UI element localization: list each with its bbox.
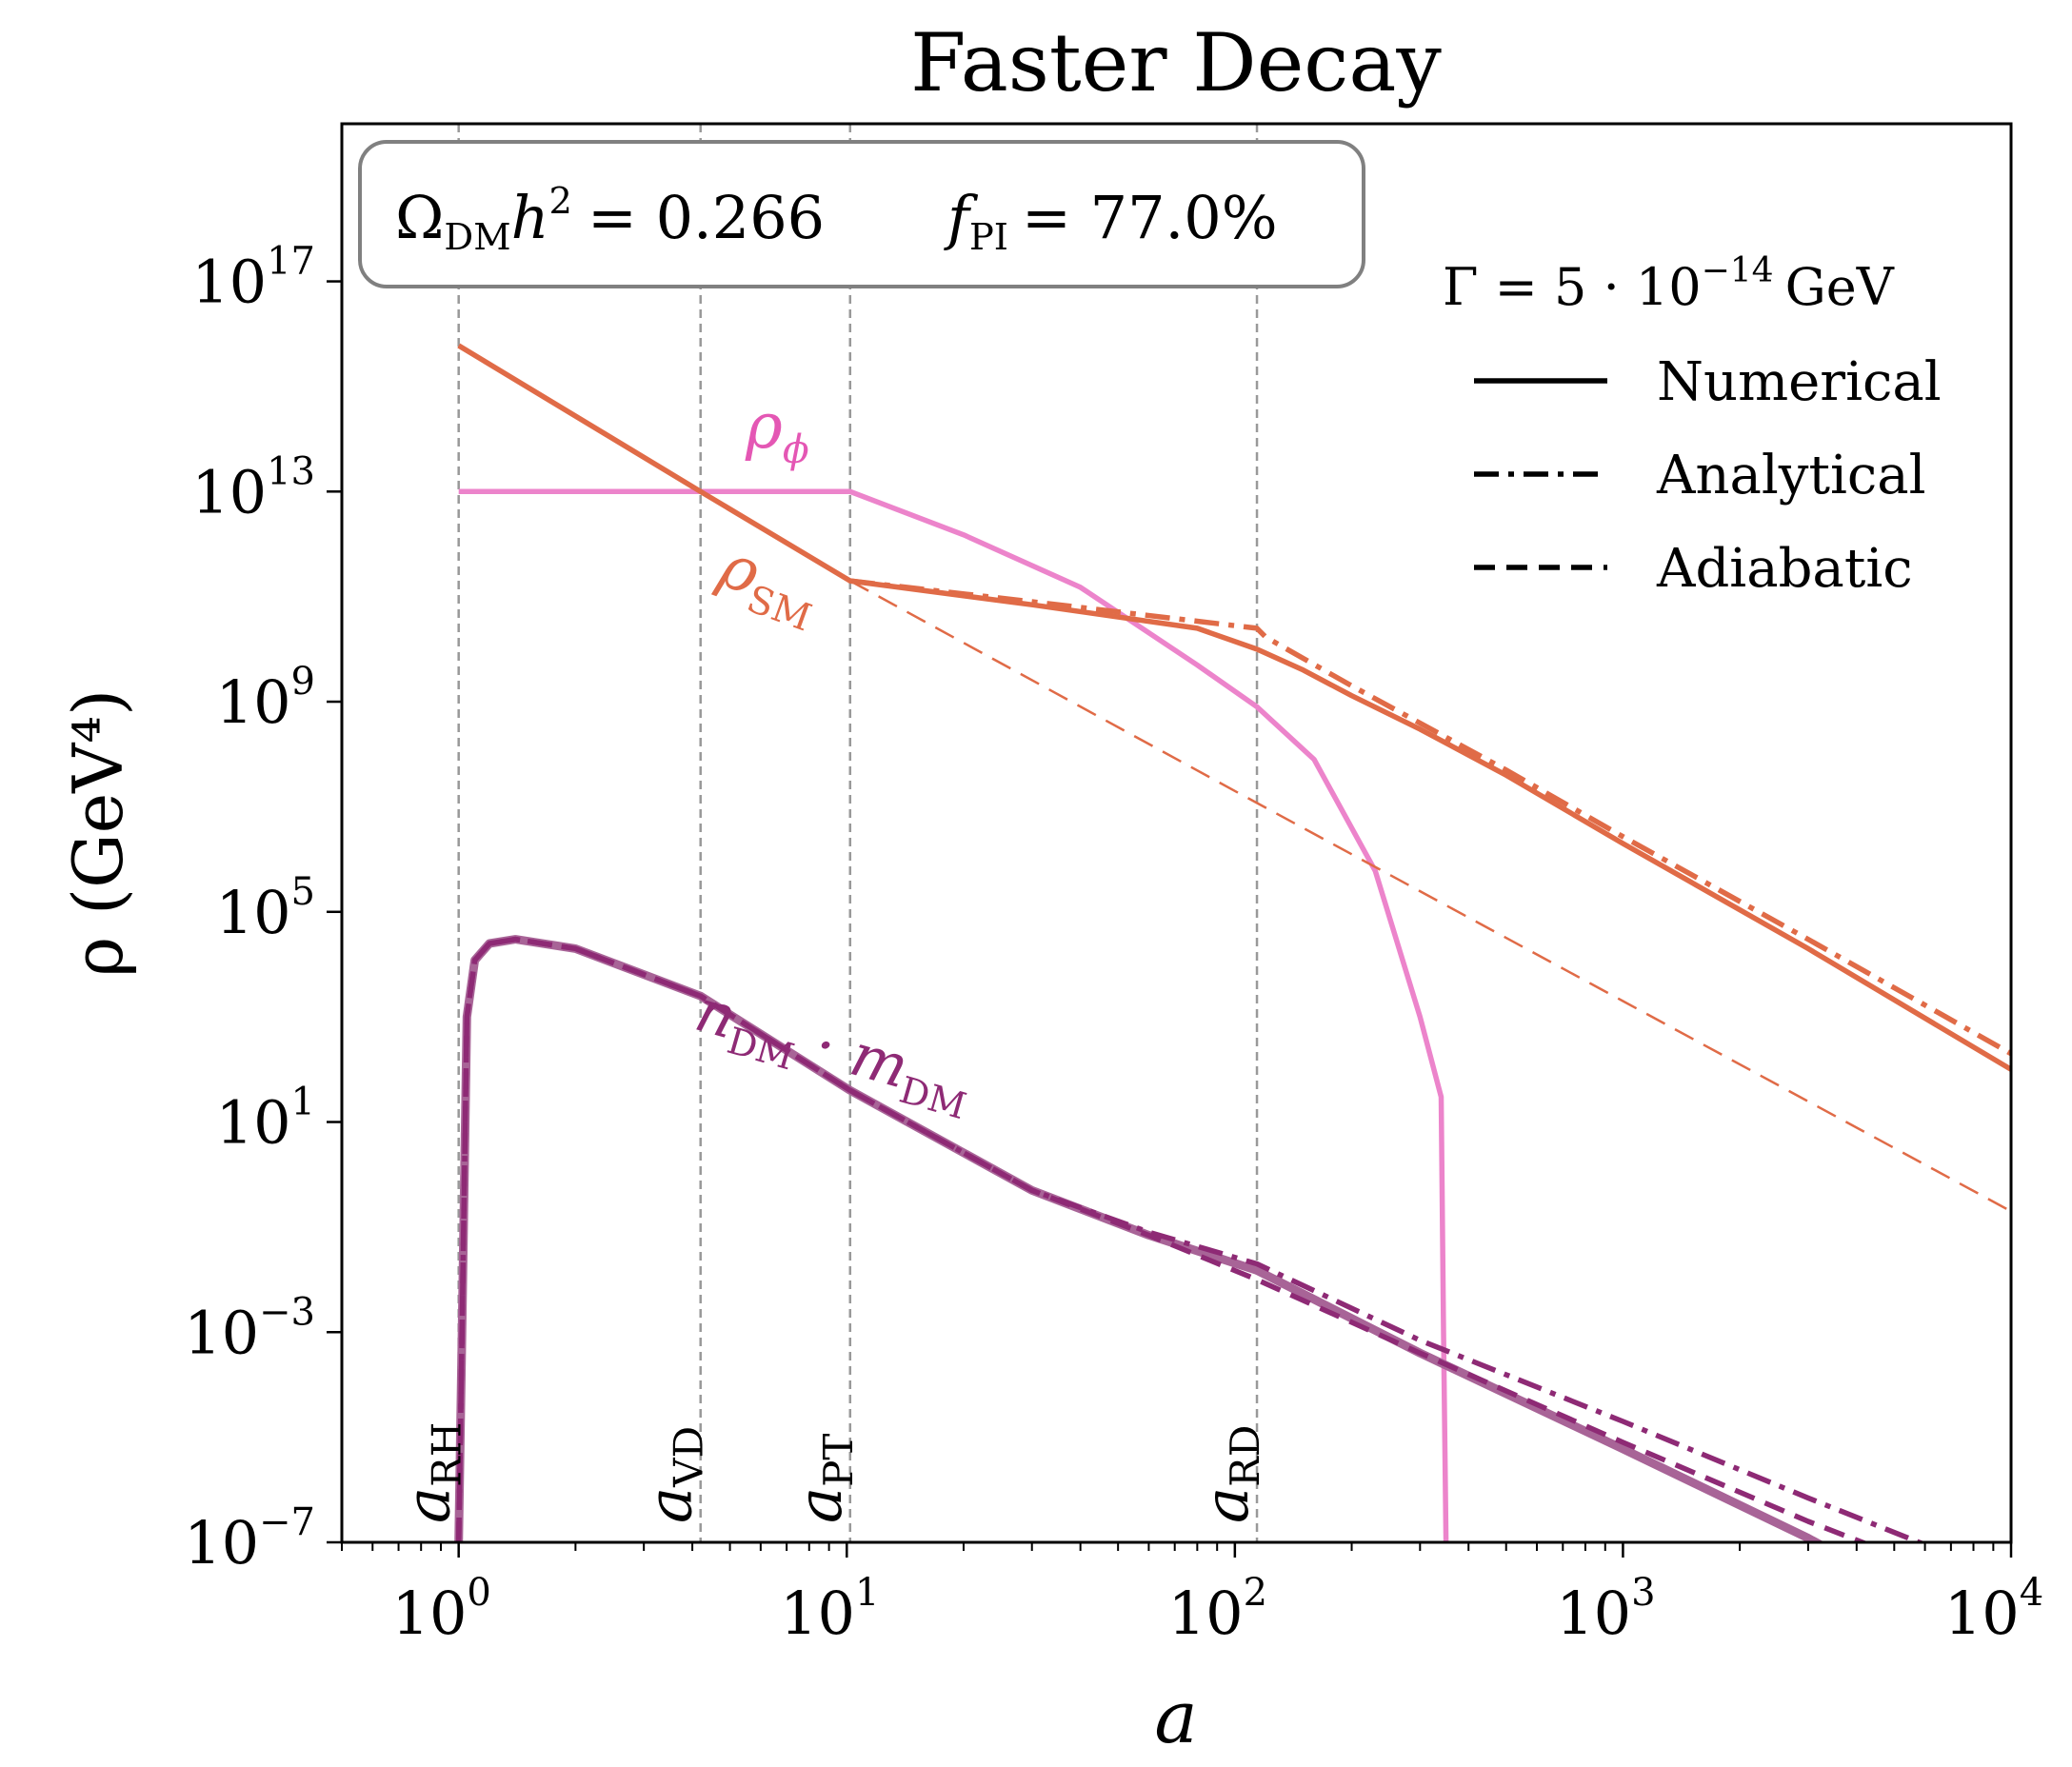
- series-rho-phi-numerical: [458, 488, 1449, 1542]
- x-tick-label: 103: [1556, 1571, 1655, 1648]
- info-box: ΩDMh2 = 0.266 fPI = 77.0%: [358, 140, 1365, 288]
- vline-label-rd: aRD: [1192, 1425, 1268, 1523]
- x-tick-label: 104: [1944, 1571, 2043, 1648]
- y-tick-label: 105: [216, 870, 315, 947]
- vline-label-pt: aPT: [786, 1434, 862, 1523]
- series-layer: [454, 343, 2011, 1542]
- vline-label-vd: aVD: [636, 1426, 712, 1523]
- legend-label-numerical: Numerical: [1657, 351, 1942, 413]
- series-rho-sm-analytical: [849, 578, 2011, 1057]
- y-tick-label: 10−3: [184, 1290, 315, 1367]
- x-tick-label: 101: [780, 1571, 879, 1648]
- plot-frame: [340, 122, 2013, 1544]
- y-tick-label: 109: [216, 660, 315, 737]
- axis-ticks: 100 101 102 103 104 10−7 10−3 101 105 109 1013 1017: [184, 240, 2043, 1648]
- vertical-line-labels: aRH aVD aPT aRD: [394, 1422, 1268, 1523]
- rho-phi-label: ρϕ: [745, 389, 809, 472]
- x-axis-label: a: [1154, 1675, 1197, 1759]
- x-tick-label: 102: [1168, 1571, 1267, 1648]
- y-tick-label: 1017: [191, 240, 315, 317]
- vline-label-rh: aRH: [394, 1422, 470, 1523]
- info-box-frame: [358, 140, 1365, 288]
- y-axis-label: ρ (GeV⁴): [58, 689, 138, 977]
- y-tick-label: 10−7: [184, 1500, 315, 1578]
- x-tick-label: 100: [392, 1571, 491, 1648]
- rho-sm-label: ρSM: [707, 530, 829, 640]
- legend-title: Γ = 5 · 10−14 GeV: [1443, 251, 1895, 317]
- legend-label-analytical: Analytical: [1656, 445, 1926, 506]
- series-rho-sm-adiabatic: [849, 580, 2011, 1213]
- series-dm-adiabatic: [455, 936, 1870, 1542]
- y-tick-label: 1013: [191, 449, 315, 526]
- curve-labels: ρϕ ρSM nDM · mDM: [686, 389, 980, 1128]
- y-tick-label: 101: [216, 1081, 315, 1158]
- legend-label-adiabatic: Adiabatic: [1656, 538, 1913, 600]
- vertical-reference-lines: [457, 124, 1259, 1542]
- chart-title: Faster Decay: [910, 16, 1442, 109]
- dm-density-label: nDM · mDM: [686, 975, 980, 1128]
- legend: Γ = 5 · 10−14 GeV Numerical Analytical Adia…: [1443, 251, 1942, 600]
- omega-dm-text: ΩDMh2 = 0.266: [395, 180, 825, 259]
